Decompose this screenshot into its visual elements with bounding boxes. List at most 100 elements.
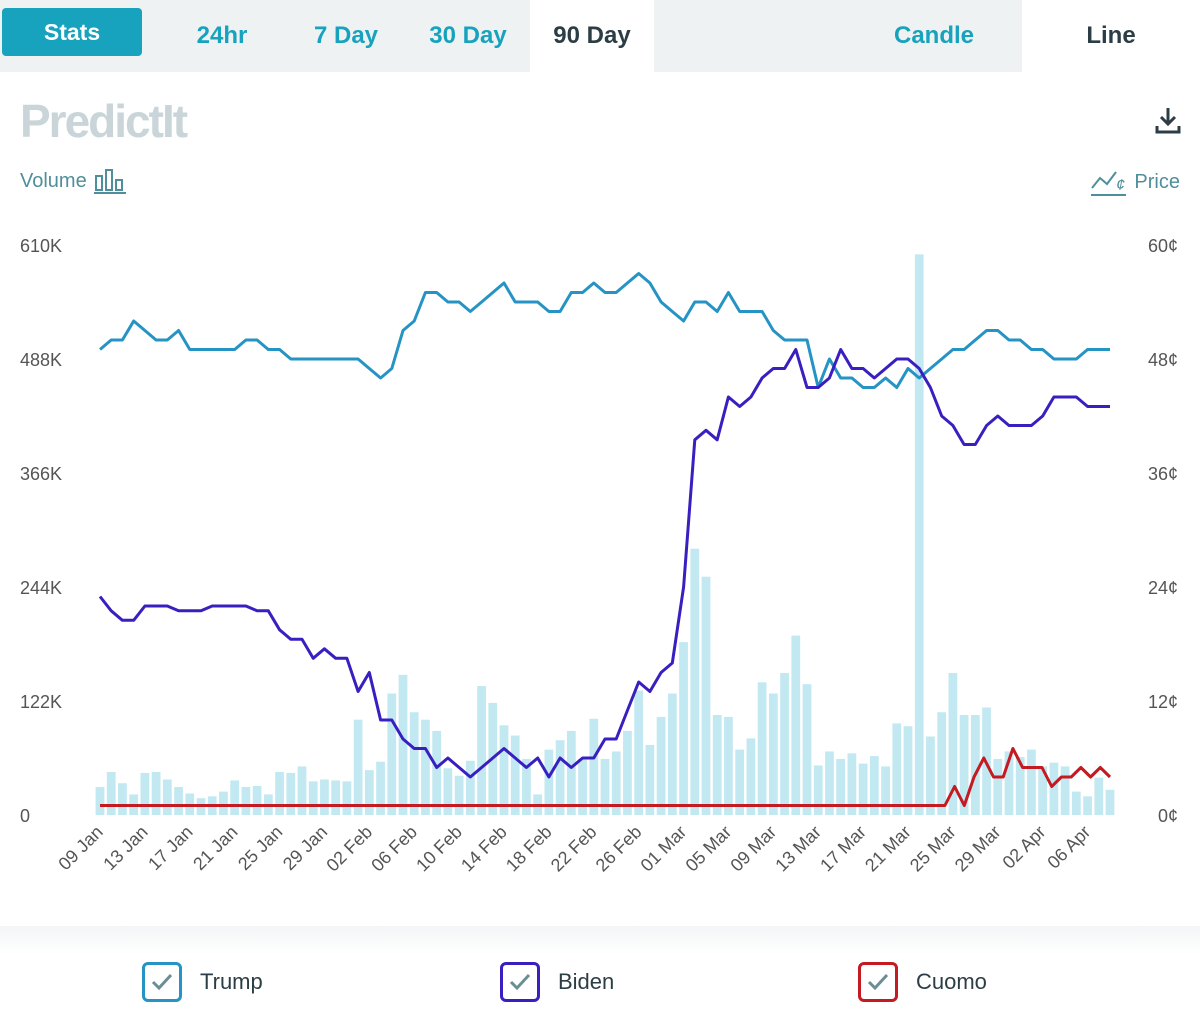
volume-bar	[140, 772, 150, 815]
series-line-biden	[98, 348, 1110, 779]
volume-bar	[667, 693, 677, 815]
volume-bar	[118, 783, 127, 815]
x-axis-tick-label: 09 Jan	[54, 822, 106, 874]
volume-bar	[768, 693, 778, 815]
price-volume-chart: 0 122K 244K 366K 488K 610K 0¢ 12¢ 24¢ 36¢ 48¢ 60¢ 09…	[20, 236, 1178, 876]
volume-bar	[645, 744, 655, 815]
volume-bar	[1015, 757, 1025, 815]
predictit-logo: PredictIt	[20, 95, 188, 147]
left-axis-tick-label: 488K	[20, 350, 62, 370]
volume-bar	[1083, 796, 1092, 815]
right-axis-tick-label: 60¢	[1148, 236, 1178, 256]
legend-item-trump[interactable]: Trump	[142, 962, 263, 1002]
download-icon[interactable]	[1152, 104, 1184, 136]
x-axis-tick-label: 26 Feb	[592, 822, 646, 876]
volume-bar	[948, 672, 958, 815]
left-axis-tick-label: 0	[20, 806, 30, 826]
volume-bar	[701, 576, 711, 815]
volume-bar	[836, 758, 846, 815]
volume-bar	[398, 674, 408, 815]
volume-bar	[230, 780, 240, 815]
x-axis-tick-label: 17 Jan	[144, 822, 196, 874]
cuomo-checkbox[interactable]	[858, 962, 898, 1002]
x-axis-tick-label: 10 Feb	[412, 822, 466, 876]
x-axis-tick-label: 14 Feb	[457, 822, 511, 876]
volume-bar	[320, 779, 329, 815]
legend-item-biden[interactable]: Biden	[500, 962, 614, 1002]
tab-24hr[interactable]: 24hr	[196, 22, 248, 49]
tab-candle[interactable]: Candle	[893, 22, 974, 49]
volume-bar	[970, 715, 980, 815]
x-axis-tick-label: 06 Feb	[367, 822, 421, 876]
volume-bar	[858, 763, 868, 815]
volume-bar	[522, 758, 531, 815]
volume-bar	[544, 749, 554, 815]
volume-bar	[757, 682, 767, 815]
volume-bar	[555, 740, 565, 815]
x-axis-tick-label: 06 Apr	[1043, 822, 1094, 873]
volume-bar	[364, 770, 374, 815]
top-bar: Stats 24hr 7 Day 30 Day 90 Day Candle Li…	[0, 0, 1200, 72]
left-axis-tick-label: 122K	[20, 692, 62, 712]
volume-bar	[623, 730, 632, 815]
tab-line[interactable]: Line	[1022, 0, 1200, 72]
volume-bar	[432, 730, 442, 815]
stats-button[interactable]: Stats	[2, 8, 142, 56]
volume-bar	[477, 686, 486, 815]
volume-bar	[1105, 789, 1115, 815]
left-axis-tick-label: 244K	[20, 578, 62, 598]
legend-item-cuomo[interactable]: Cuomo	[858, 962, 987, 1002]
series-line-cuomo	[100, 747, 1112, 807]
right-axis-tick-label: 12¢	[1148, 692, 1178, 712]
check-icon	[867, 973, 889, 991]
svg-text:¢: ¢	[1116, 177, 1125, 194]
volume-bar	[308, 781, 318, 815]
volume-bar	[813, 765, 823, 815]
check-icon	[509, 973, 531, 991]
volume-bar	[387, 693, 397, 815]
x-axis-tick-label: 29 Jan	[279, 822, 331, 874]
volume-bar	[914, 254, 924, 816]
legend-band	[0, 926, 1200, 1022]
price-label-text: Price	[1134, 170, 1180, 193]
volume-bar	[566, 730, 576, 815]
volume-bar	[881, 766, 890, 815]
volume-bar	[926, 736, 935, 815]
x-axis-tick-label: 25 Mar	[906, 822, 960, 876]
x-axis-tick-label: 17 Mar	[816, 822, 870, 876]
trump-checkbox[interactable]	[142, 962, 182, 1002]
right-axis-tick-label: 24¢	[1148, 578, 1178, 598]
x-axis-tick-label: 29 Mar	[951, 822, 1005, 876]
price-label[interactable]: ¢ Price	[1090, 168, 1180, 196]
volume-bar	[162, 779, 172, 815]
left-axis-tick-label: 610K	[20, 236, 62, 256]
volume-bar	[611, 751, 621, 815]
volume-bar	[869, 756, 879, 815]
volume-bar	[679, 642, 688, 815]
volume-label[interactable]: Volume	[20, 168, 127, 194]
volume-bar	[959, 715, 969, 815]
volume-bar	[1071, 791, 1081, 815]
volume-bar	[937, 712, 947, 815]
volume-bar	[1004, 751, 1014, 815]
volume-bar	[465, 760, 475, 815]
tab-90-day[interactable]: 90 Day	[530, 0, 654, 72]
volume-bar	[892, 723, 902, 815]
volume-bar	[499, 725, 509, 815]
volume-bar	[409, 712, 419, 815]
tab-7-day[interactable]: 7 Day	[313, 22, 379, 49]
x-axis-tick-label: 25 Jan	[234, 822, 286, 874]
x-axis-tick-label: 13 Mar	[771, 822, 825, 876]
right-axis-tick-label: 36¢	[1148, 464, 1178, 484]
volume-bar	[724, 716, 733, 815]
biden-checkbox[interactable]	[500, 962, 540, 1002]
volume-bar	[174, 786, 183, 815]
x-axis-tick-label: 18 Feb	[502, 822, 556, 876]
volume-bar	[578, 758, 587, 815]
x-axis-tick-label: 22 Feb	[547, 822, 601, 876]
volume-bar	[297, 766, 307, 815]
left-axis-tick-label: 366K	[20, 464, 62, 484]
volume-bar	[106, 772, 116, 815]
tab-30-day[interactable]: 30 Day	[429, 22, 507, 49]
volume-bar	[454, 775, 464, 815]
